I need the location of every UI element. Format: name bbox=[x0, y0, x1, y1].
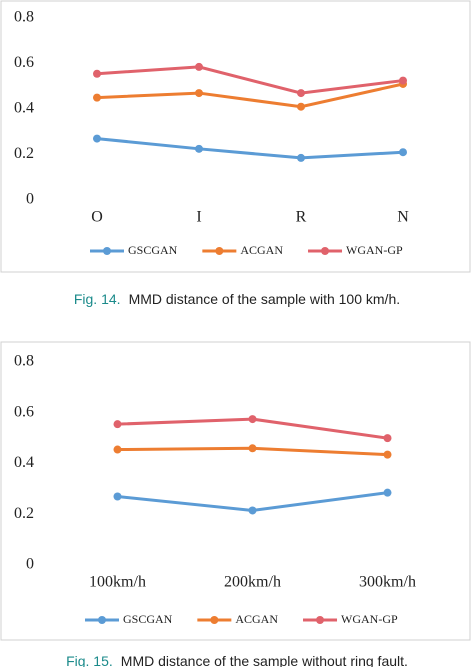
point bbox=[383, 488, 392, 497]
x-tick-label: O bbox=[91, 209, 103, 226]
point bbox=[383, 450, 392, 459]
legend-label: WGAN-GP bbox=[341, 612, 398, 626]
legend-label: WGAN-GP bbox=[346, 243, 403, 257]
legend-marker bbox=[321, 247, 330, 255]
legend-label: GSCGAN bbox=[128, 243, 178, 257]
caption-text: MMD distance of the sample with 100 km/h… bbox=[129, 291, 401, 307]
point bbox=[248, 444, 257, 453]
legend-label: ACGAN bbox=[240, 243, 283, 257]
y-tick-label: 0.8 bbox=[14, 9, 34, 26]
point bbox=[195, 62, 203, 71]
chart-frame bbox=[0, 0, 471, 273]
point bbox=[399, 76, 407, 85]
x-tick-label: 300km/h bbox=[359, 574, 416, 591]
legend-marker bbox=[103, 247, 111, 255]
point bbox=[93, 69, 101, 78]
series-line bbox=[96, 65, 404, 95]
y-tick-label: 0.4 bbox=[14, 100, 34, 117]
legend-marker bbox=[215, 247, 224, 255]
y-tick-label: 0.4 bbox=[14, 454, 34, 471]
point bbox=[113, 420, 122, 429]
caption-text: MMD distance of the sample without ring … bbox=[121, 653, 408, 667]
point bbox=[399, 148, 407, 157]
point bbox=[93, 134, 101, 143]
point bbox=[297, 89, 305, 98]
x-tick-label: 100km/h bbox=[89, 574, 146, 591]
point bbox=[297, 153, 305, 162]
series-line bbox=[96, 82, 404, 109]
y-tick-label: 0.6 bbox=[14, 54, 34, 71]
y-tick-label: 0.2 bbox=[14, 505, 34, 522]
point bbox=[297, 102, 305, 111]
point bbox=[248, 415, 257, 424]
y-tick-label: 0 bbox=[26, 191, 34, 208]
caption: Fig. 14. MMD distance of the sample with … bbox=[74, 291, 400, 307]
y-tick-label: 0.6 bbox=[14, 403, 34, 420]
legend-label: ACGAN bbox=[235, 612, 278, 626]
legend-label: GSCGAN bbox=[123, 612, 173, 626]
caption-label: Fig. 14. bbox=[74, 291, 121, 307]
point bbox=[113, 492, 122, 501]
series-line bbox=[96, 137, 404, 160]
legend-marker bbox=[98, 616, 106, 624]
y-tick-label: 0 bbox=[26, 556, 34, 573]
point bbox=[383, 434, 392, 443]
x-tick-label: N bbox=[397, 209, 409, 226]
x-tick-label: I bbox=[196, 209, 201, 226]
point bbox=[195, 89, 203, 98]
legend-marker bbox=[210, 616, 219, 624]
y-tick-label: 0.8 bbox=[14, 353, 34, 370]
chart-frame bbox=[0, 341, 471, 641]
x-tick-label: R bbox=[296, 209, 307, 226]
point bbox=[93, 93, 101, 102]
x-tick-label: 200km/h bbox=[224, 574, 281, 591]
legend-marker bbox=[316, 616, 325, 624]
y-tick-label: 0.2 bbox=[14, 145, 34, 162]
point bbox=[248, 506, 257, 515]
point bbox=[113, 445, 122, 454]
caption: Fig. 15. MMD distance of the sample witho… bbox=[66, 653, 408, 667]
caption-label: Fig. 15. bbox=[66, 653, 113, 667]
point bbox=[195, 144, 203, 153]
